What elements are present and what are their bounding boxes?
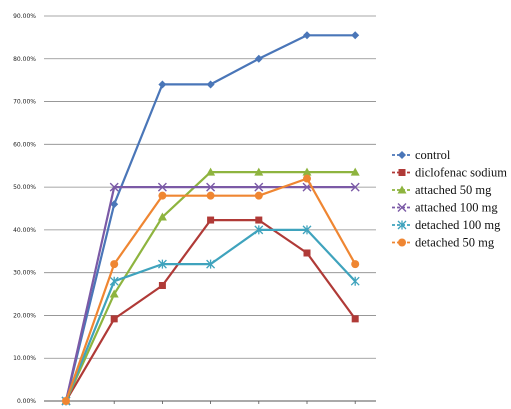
- data-point: [350, 167, 360, 176]
- y-axis-tick-labels: 0.00% 10.00% 20.00% 30.00% 40.00% 50.00% 60.00…: [13, 13, 36, 405]
- data-point: [350, 182, 360, 192]
- data-point: [206, 259, 216, 269]
- y-tick-label: 90.00%: [13, 13, 36, 20]
- legend-marker: [398, 169, 406, 176]
- data-point: [302, 167, 312, 176]
- data-point: [158, 282, 166, 289]
- legend-label: attached 50 mg: [415, 183, 492, 197]
- legend-label: detached 100 mg: [415, 218, 501, 232]
- data-point: [62, 397, 70, 405]
- data-point: [303, 174, 311, 183]
- data-point: [350, 276, 360, 286]
- legend-label: control: [415, 148, 451, 162]
- legend-item: attached 50 mg: [392, 183, 492, 197]
- series-line: [65, 219, 357, 402]
- data-point: [254, 191, 263, 200]
- data-point: [351, 31, 360, 40]
- legend-label: attached 100 mg: [415, 201, 498, 215]
- legend-label: diclofenac sodium: [415, 166, 507, 180]
- data-point: [157, 182, 167, 192]
- y-tick-label: 20.00%: [13, 312, 36, 319]
- data-point: [254, 167, 264, 176]
- y-tick-label: 10.00%: [13, 355, 36, 362]
- data-point: [206, 182, 216, 192]
- data-point: [351, 260, 360, 269]
- data-point: [254, 54, 263, 63]
- gridlines: [44, 15, 376, 402]
- legend-item: diclofenac sodium: [392, 166, 507, 180]
- data-point: [303, 249, 311, 257]
- data-point: [303, 31, 311, 40]
- data-point: [206, 191, 215, 200]
- legend-item: detached 50 mg: [392, 236, 495, 250]
- legend-label: detached 50 mg: [415, 236, 495, 250]
- legend-marker: [397, 203, 407, 212]
- data-point: [157, 212, 167, 221]
- x-axis: [44, 400, 376, 404]
- series-lines: [61, 31, 360, 406]
- y-tick-label: 0.00%: [17, 398, 36, 405]
- data-point: [109, 182, 119, 192]
- legend-marker: [397, 220, 407, 230]
- data-point: [109, 289, 119, 298]
- y-tick-label: 70.00%: [13, 99, 36, 106]
- y-tick-label: 60.00%: [13, 141, 36, 148]
- series-attached-100-mg: [61, 182, 360, 406]
- data-point: [302, 225, 312, 235]
- data-point: [157, 259, 167, 269]
- data-point: [206, 80, 215, 89]
- y-tick-label: 40.00%: [13, 227, 36, 234]
- data-point: [158, 80, 167, 89]
- data-point: [255, 216, 263, 224]
- y-tick-label: 80.00%: [13, 56, 36, 63]
- data-point: [110, 260, 119, 269]
- data-point: [206, 167, 216, 176]
- legend-marker: [398, 151, 406, 159]
- data-point: [351, 315, 359, 323]
- series-detached-50-mg: [62, 174, 360, 405]
- legend: control diclofenac sodium attached 50 mg at…: [392, 148, 507, 250]
- legend-item: attached 100 mg: [392, 201, 498, 215]
- legend-marker: [397, 185, 407, 194]
- data-point: [158, 191, 167, 200]
- data-point: [254, 182, 264, 192]
- data-point: [207, 216, 215, 224]
- series-attached-50-mg: [61, 167, 360, 405]
- legend-item: detached 100 mg: [392, 218, 501, 232]
- legend-item: control: [392, 148, 451, 162]
- data-point: [110, 315, 118, 323]
- y-tick-label: 30.00%: [13, 270, 36, 277]
- data-point: [110, 200, 119, 209]
- data-point: [109, 276, 119, 286]
- legend-marker: [398, 238, 406, 247]
- y-tick-label: 50.00%: [13, 184, 36, 191]
- data-point: [254, 225, 264, 235]
